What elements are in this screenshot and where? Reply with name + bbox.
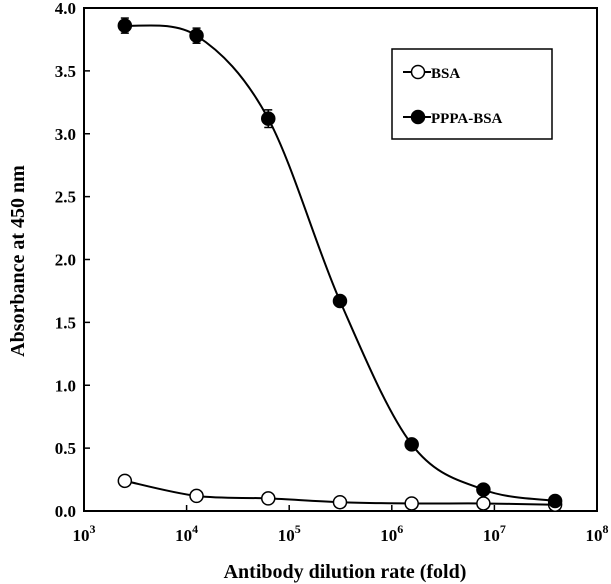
data-point-bsa xyxy=(117,473,133,489)
x-tick-exponent: 7 xyxy=(500,522,506,536)
x-tick-label: 108 xyxy=(586,522,609,545)
data-point-bsa xyxy=(404,496,419,511)
data-point-pppa-bsa xyxy=(404,437,419,452)
x-tick-exponent: 8 xyxy=(603,522,609,536)
y-tick-label: 1.0 xyxy=(55,376,76,395)
data-point-bsa xyxy=(332,494,348,510)
x-tick-exponent: 4 xyxy=(192,522,198,536)
y-tick-label: 0.0 xyxy=(55,502,76,521)
x-tick-base: 10 xyxy=(380,526,397,545)
data-point-pppa-bsa xyxy=(189,28,204,43)
x-tick-label: 107 xyxy=(483,522,506,545)
y-tick-label: 0.5 xyxy=(55,439,76,458)
y-tick-label: 3.5 xyxy=(55,62,76,81)
x-tick-label: 103 xyxy=(73,522,96,545)
legend-entry-bsa: BSA xyxy=(403,64,460,82)
legend: BSA PPPA-BSA xyxy=(391,48,553,140)
legend-label-pppa-bsa: PPPA-BSA xyxy=(431,111,503,127)
y-tick-label: 2.0 xyxy=(55,251,76,270)
x-tick-base: 10 xyxy=(278,526,295,545)
data-point-pppa-bsa xyxy=(332,293,348,309)
data-point-bsa xyxy=(476,496,491,511)
data-point-pppa-bsa xyxy=(476,482,491,497)
x-tick-base: 10 xyxy=(73,526,90,545)
y-tick-label: 4.0 xyxy=(55,0,76,18)
x-tick-label: 104 xyxy=(175,522,198,545)
data-point-pppa-bsa xyxy=(261,111,276,126)
legend-marker-bsa xyxy=(410,64,426,80)
x-tick-label: 106 xyxy=(380,522,403,545)
x-tick-base: 10 xyxy=(483,526,500,545)
y-tick-label: 1.5 xyxy=(55,313,76,332)
y-axis-title: Absorbance at 450 nm xyxy=(7,165,29,357)
y-tick-label: 3.0 xyxy=(55,125,76,144)
data-point-bsa xyxy=(189,488,204,504)
data-point-pppa-bsa xyxy=(547,493,563,509)
x-axis-title: Antibody dilution rate (fold) xyxy=(224,561,467,583)
legend-entry-pppa-bsa: PPPA-BSA xyxy=(403,109,503,127)
x-tick-exponent: 6 xyxy=(397,522,403,536)
data-point-bsa xyxy=(261,491,276,506)
y-tick-label: 2.5 xyxy=(55,188,76,207)
legend-marker-pppa-bsa xyxy=(410,109,426,125)
x-tick-exponent: 5 xyxy=(295,522,301,536)
legend-label-bsa: BSA xyxy=(431,66,460,82)
x-tick-base: 10 xyxy=(175,526,192,545)
x-tick-label: 105 xyxy=(278,522,301,545)
x-tick-base: 10 xyxy=(586,526,603,545)
data-point-pppa-bsa xyxy=(117,18,133,33)
x-tick-exponent: 3 xyxy=(90,522,96,536)
